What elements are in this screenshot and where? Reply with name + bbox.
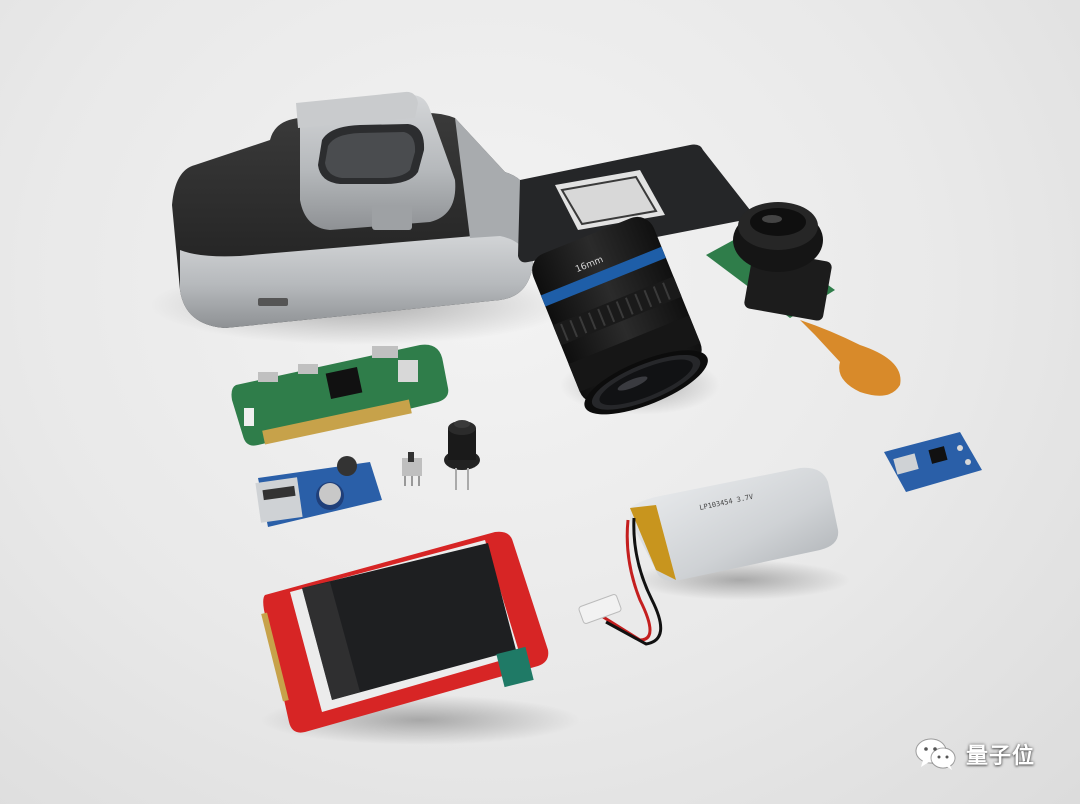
- charger-board: [884, 432, 982, 492]
- slide-switch: [402, 452, 422, 486]
- push-button: [444, 420, 480, 490]
- film-strip-holder: [518, 144, 751, 263]
- watermark: 量子位: [914, 736, 1035, 772]
- c-mount-lens: 16mm: [532, 216, 720, 415]
- watermark-text: 量子位: [966, 744, 1036, 769]
- wechat-icon: [915, 738, 956, 770]
- boost-converter: [255, 456, 382, 527]
- lcd-display: [260, 531, 580, 745]
- raspberry-pi-zero: [231, 344, 449, 446]
- camera-body: [150, 91, 570, 345]
- camera-module: [706, 202, 901, 396]
- lipo-battery: LP103454 3.7V: [578, 467, 850, 646]
